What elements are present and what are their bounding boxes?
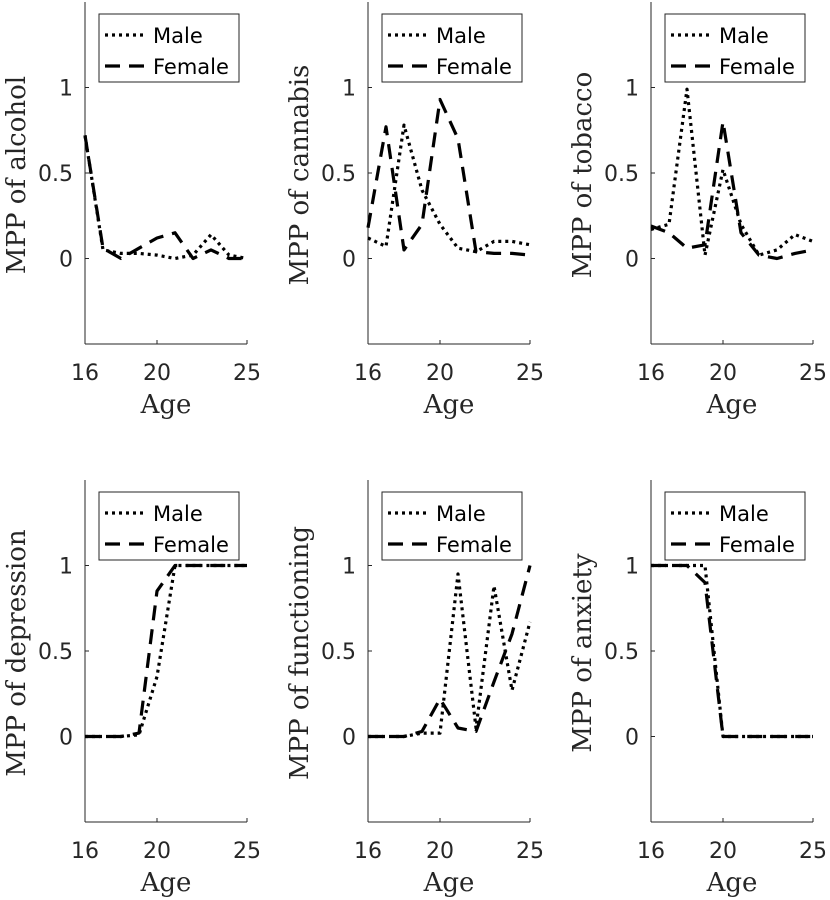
x-tick-label: 16 bbox=[71, 361, 99, 386]
legend-entry: Male bbox=[719, 24, 769, 48]
y-axis-label: MPP of functioning bbox=[285, 526, 315, 780]
legend-entry: Female bbox=[153, 533, 229, 557]
legend-box bbox=[98, 491, 240, 561]
series-line-male bbox=[85, 563, 247, 739]
y-tick-label: 0.5 bbox=[321, 162, 356, 187]
x-tick-label: 16 bbox=[354, 839, 382, 864]
series-line-female bbox=[368, 565, 532, 739]
y-tick-label: 0 bbox=[342, 726, 356, 751]
y-tick-label: 0.5 bbox=[321, 640, 356, 665]
y-tick-label: 0.5 bbox=[604, 162, 639, 187]
x-tick-label: 25 bbox=[799, 839, 827, 864]
y-axis-label: MPP of cannabis bbox=[285, 65, 315, 286]
x-axis-label: Age bbox=[706, 868, 758, 898]
x-tick-label: 16 bbox=[71, 839, 99, 864]
y-tick-label: 1 bbox=[59, 555, 73, 580]
x-tick-label: 20 bbox=[709, 839, 737, 864]
y-tick-label: 0 bbox=[625, 248, 639, 273]
y-tick-label: 1 bbox=[59, 77, 73, 102]
legend: Male Female bbox=[664, 13, 806, 83]
y-axis-label: MPP of alcohol bbox=[2, 76, 32, 274]
y-tick-label: 1 bbox=[342, 77, 356, 102]
legend: Male Female bbox=[98, 491, 240, 561]
series-line-female bbox=[366, 97, 531, 257]
series-line-male bbox=[83, 135, 248, 261]
subplot-6: 0 0.5 1 16 20 25 Age MPP of anxiety Male Female bbox=[568, 480, 827, 898]
y-tick-label: 0.5 bbox=[604, 640, 639, 665]
x-tick-label: 20 bbox=[143, 839, 171, 864]
x-tick-label: 16 bbox=[354, 361, 382, 386]
y-axis-label: MPP of tobacco bbox=[568, 72, 598, 278]
y-axis-label: MPP of anxiety bbox=[568, 553, 598, 752]
x-tick-label: 20 bbox=[709, 361, 737, 386]
x-axis-label: Age bbox=[140, 390, 192, 420]
subplot-2: 0 0.5 1 16 20 25 Age MPP of cannabis Male Female bbox=[285, 2, 544, 420]
series-line-male bbox=[367, 123, 531, 254]
y-tick-label: 0 bbox=[625, 726, 639, 751]
legend: Male Female bbox=[664, 491, 806, 561]
x-tick-label: 16 bbox=[637, 839, 665, 864]
subplot-3: 0 0.5 1 16 20 25 Age MPP of tobacco Male Female bbox=[568, 2, 827, 420]
x-tick-label: 25 bbox=[516, 839, 544, 864]
x-tick-label: 20 bbox=[426, 839, 454, 864]
y-tick-label: 1 bbox=[625, 77, 639, 102]
y-tick-label: 0.5 bbox=[38, 162, 73, 187]
x-tick-label: 20 bbox=[143, 361, 171, 386]
legend-box bbox=[381, 13, 523, 83]
subplot-4: 0 0.5 1 16 20 25 Age MPP of depression Male Femal… bbox=[2, 480, 261, 898]
legend-entry: Male bbox=[153, 24, 203, 48]
y-axis-label: MPP of depression bbox=[2, 529, 32, 777]
legend-entry: Female bbox=[436, 533, 512, 557]
subplot-1: 0 0.5 1 16 20 25 Age MPP of alcohol Male Female bbox=[2, 2, 261, 420]
legend: Male Female bbox=[381, 13, 523, 83]
x-axis-label: Age bbox=[706, 390, 758, 420]
series-line-male bbox=[650, 87, 814, 257]
legend-entry: Female bbox=[719, 533, 795, 557]
y-tick-label: 1 bbox=[625, 555, 639, 580]
legend-entry: Female bbox=[436, 55, 512, 79]
legend: Male Female bbox=[98, 13, 240, 83]
series-line-female bbox=[650, 120, 814, 261]
x-tick-label: 20 bbox=[426, 361, 454, 386]
legend-box bbox=[664, 491, 806, 561]
y-tick-label: 0.5 bbox=[38, 640, 73, 665]
x-tick-label: 25 bbox=[233, 361, 261, 386]
subplot-5: 0 0.5 1 16 20 25 Age MPP of functioning Male Fema… bbox=[285, 480, 544, 898]
legend: Male Female bbox=[381, 491, 523, 561]
legend-entry: Male bbox=[436, 502, 486, 526]
x-axis-label: Age bbox=[423, 868, 475, 898]
legend-entry: Male bbox=[719, 502, 769, 526]
series-line-male bbox=[368, 572, 532, 739]
series-line-female bbox=[651, 563, 813, 739]
series-line-male bbox=[651, 563, 813, 739]
series-line-female bbox=[83, 135, 247, 261]
y-tick-label: 0 bbox=[342, 248, 356, 273]
legend-box bbox=[98, 13, 240, 83]
y-tick-label: 0 bbox=[59, 248, 73, 273]
legend-entry: Male bbox=[153, 502, 203, 526]
series-line-female bbox=[85, 563, 247, 739]
legend-entry: Female bbox=[153, 55, 229, 79]
legend-box bbox=[381, 491, 523, 561]
x-axis-label: Age bbox=[423, 390, 475, 420]
y-tick-label: 1 bbox=[342, 555, 356, 580]
y-tick-label: 0 bbox=[59, 726, 73, 751]
x-tick-label: 25 bbox=[799, 361, 827, 386]
x-axis-label: Age bbox=[140, 868, 192, 898]
legend-entry: Female bbox=[719, 55, 795, 79]
x-tick-label: 25 bbox=[516, 361, 544, 386]
legend-entry: Male bbox=[436, 24, 486, 48]
x-tick-label: 25 bbox=[233, 839, 261, 864]
x-tick-label: 16 bbox=[637, 361, 665, 386]
legend-box bbox=[664, 13, 806, 83]
